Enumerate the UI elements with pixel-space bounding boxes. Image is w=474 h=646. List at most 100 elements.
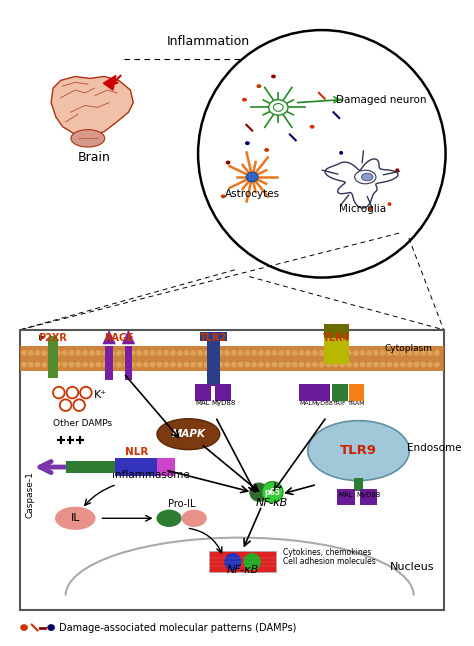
- Ellipse shape: [258, 350, 264, 356]
- Ellipse shape: [96, 362, 101, 368]
- Ellipse shape: [242, 98, 247, 101]
- Ellipse shape: [35, 362, 40, 368]
- Text: NLR: NLR: [125, 448, 148, 457]
- Text: MAL: MAL: [338, 492, 353, 498]
- Bar: [200, 331, 227, 341]
- Ellipse shape: [292, 350, 298, 356]
- Ellipse shape: [210, 362, 217, 368]
- Bar: [337, 489, 355, 505]
- Ellipse shape: [299, 350, 304, 356]
- Text: K⁺: K⁺: [94, 390, 107, 401]
- Ellipse shape: [163, 350, 169, 356]
- Ellipse shape: [265, 350, 271, 356]
- Bar: [324, 333, 349, 364]
- Bar: [349, 384, 365, 401]
- Ellipse shape: [143, 350, 149, 356]
- Ellipse shape: [183, 362, 190, 368]
- Ellipse shape: [407, 362, 413, 368]
- Ellipse shape: [191, 350, 196, 356]
- Ellipse shape: [224, 362, 230, 368]
- Ellipse shape: [163, 362, 169, 368]
- Ellipse shape: [102, 362, 108, 368]
- Ellipse shape: [191, 362, 196, 368]
- Ellipse shape: [129, 362, 135, 368]
- Ellipse shape: [143, 362, 149, 368]
- Text: RAGE: RAGE: [104, 333, 134, 344]
- Ellipse shape: [388, 202, 392, 206]
- Ellipse shape: [339, 151, 343, 155]
- Bar: [209, 551, 276, 572]
- Ellipse shape: [346, 362, 352, 368]
- Ellipse shape: [75, 350, 81, 356]
- Ellipse shape: [157, 419, 220, 450]
- Ellipse shape: [102, 350, 108, 356]
- Ellipse shape: [89, 362, 95, 368]
- Ellipse shape: [244, 553, 261, 570]
- Ellipse shape: [109, 362, 115, 368]
- Ellipse shape: [427, 362, 433, 368]
- Ellipse shape: [359, 362, 365, 368]
- Ellipse shape: [393, 362, 399, 368]
- Ellipse shape: [339, 362, 345, 368]
- Ellipse shape: [355, 171, 376, 183]
- Ellipse shape: [89, 350, 95, 356]
- Ellipse shape: [82, 350, 88, 356]
- Text: Endosome: Endosome: [407, 443, 461, 453]
- Ellipse shape: [285, 350, 291, 356]
- Ellipse shape: [380, 350, 386, 356]
- Ellipse shape: [387, 350, 392, 356]
- Ellipse shape: [136, 350, 142, 356]
- Text: Caspase-1: Caspase-1: [25, 471, 34, 517]
- Ellipse shape: [123, 362, 128, 368]
- Ellipse shape: [210, 350, 217, 356]
- Bar: [125, 346, 132, 380]
- Ellipse shape: [245, 362, 250, 368]
- Ellipse shape: [170, 350, 176, 356]
- Ellipse shape: [326, 350, 331, 356]
- Bar: [49, 335, 57, 341]
- Ellipse shape: [262, 481, 283, 503]
- Text: IL: IL: [71, 514, 80, 523]
- Bar: [359, 489, 377, 505]
- Ellipse shape: [258, 362, 264, 368]
- Bar: [324, 324, 349, 337]
- Bar: [115, 459, 157, 475]
- Bar: [314, 384, 329, 401]
- Ellipse shape: [271, 74, 276, 78]
- Text: TRIF: TRIF: [333, 401, 347, 406]
- Ellipse shape: [305, 362, 311, 368]
- Text: TRAM: TRAM: [348, 401, 365, 406]
- Text: MyD88: MyD88: [311, 401, 333, 406]
- Ellipse shape: [395, 169, 399, 172]
- Ellipse shape: [71, 130, 105, 147]
- Ellipse shape: [48, 350, 54, 356]
- Ellipse shape: [197, 350, 203, 356]
- Ellipse shape: [339, 350, 345, 356]
- Ellipse shape: [69, 350, 74, 356]
- Ellipse shape: [156, 362, 162, 368]
- Ellipse shape: [35, 350, 40, 356]
- Ellipse shape: [251, 362, 257, 368]
- Ellipse shape: [310, 125, 315, 129]
- Text: MAL: MAL: [196, 400, 210, 406]
- Text: MAPK: MAPK: [172, 429, 205, 439]
- Ellipse shape: [69, 362, 74, 368]
- Ellipse shape: [380, 362, 386, 368]
- Bar: [65, 461, 115, 473]
- Ellipse shape: [400, 350, 406, 356]
- Ellipse shape: [28, 350, 34, 356]
- Ellipse shape: [28, 362, 34, 368]
- Ellipse shape: [420, 362, 426, 368]
- Ellipse shape: [359, 350, 365, 356]
- Bar: [105, 346, 113, 380]
- Text: NF-κB: NF-κB: [255, 497, 288, 508]
- Ellipse shape: [183, 350, 190, 356]
- Ellipse shape: [292, 362, 298, 368]
- Ellipse shape: [231, 350, 237, 356]
- Ellipse shape: [332, 362, 338, 368]
- Ellipse shape: [312, 350, 318, 356]
- Bar: [332, 384, 348, 401]
- Ellipse shape: [218, 362, 223, 368]
- Ellipse shape: [221, 194, 226, 198]
- Ellipse shape: [204, 350, 210, 356]
